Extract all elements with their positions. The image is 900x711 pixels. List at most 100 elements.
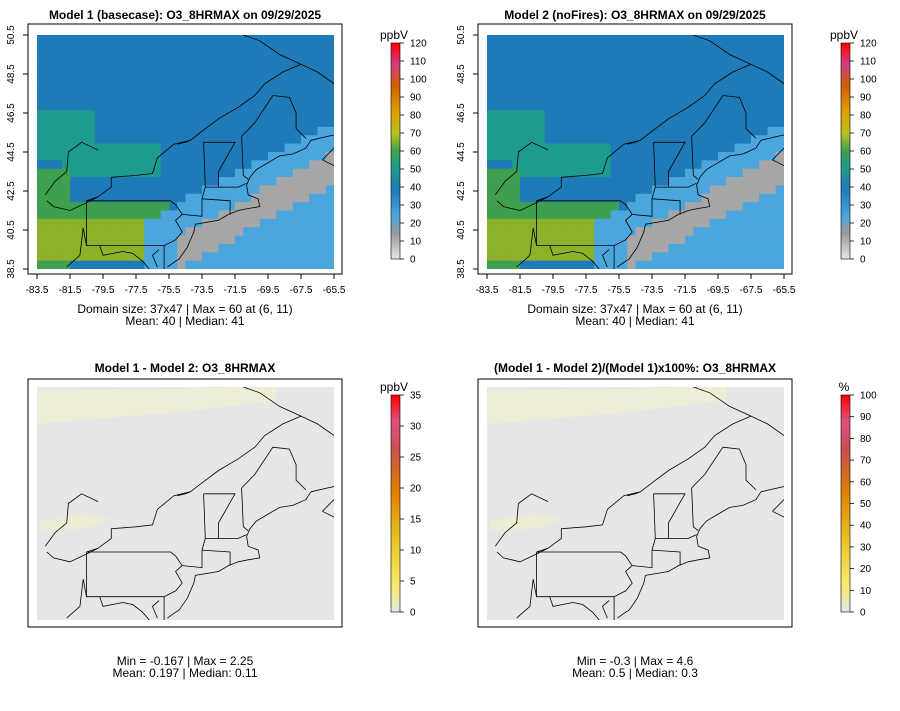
boundary-lines [44, 35, 334, 269]
colorbar-tick-label: 20 [860, 219, 872, 230]
colorbar-unit: ppbV [380, 28, 408, 42]
lon-tick-label: -71.5 [674, 285, 697, 296]
lon-tick-label: -73.5 [641, 285, 664, 296]
lon-tick-label: -67.5 [740, 285, 763, 296]
lon-tick-label: -75.5 [158, 285, 181, 296]
lon-tick-label: -69.5 [257, 285, 280, 296]
boundary-lines [494, 35, 784, 269]
colorbar-ramp [390, 42, 401, 260]
colorbar: ppbV 0 5 10 15 20 25 30 35 [380, 380, 422, 619]
lon-tick-label: -69.5 [707, 285, 730, 296]
lat-tick-label: 46.5 [456, 103, 467, 123]
lon-tick-label: -81.5 [509, 285, 532, 296]
colorbar-tick-label: 80 [860, 434, 872, 445]
colorbar-tick-label: 20 [860, 564, 872, 575]
lon-tick-label: -65.5 [323, 285, 346, 296]
axes: -83.5 -81.5 -79.5 -77.5 -75.5 -73.5 -71.5 -69.5… [456, 25, 796, 296]
colorbar-tick-label: 20 [410, 484, 422, 495]
stats-line-2: Mean: 0.5 | Median: 0.3 [572, 666, 698, 680]
colorbar: ppbV 0 10 20 30 40 50 60 70 80 90 100 110 120 [380, 28, 427, 266]
stats-line-1: Domain size: 37x47 | Max = 60 at (6, 11) [77, 302, 292, 316]
colorbar-ramp [840, 42, 851, 260]
colorbar-tick-label: 30 [410, 201, 422, 212]
lon-tick-label: -83.5 [476, 285, 499, 296]
colorbar-tick-label: 50 [860, 165, 872, 176]
colorbar-tick-label: 40 [860, 183, 872, 194]
lon-tick-label: -65.5 [773, 285, 796, 296]
colorbar-tick-label: 0 [860, 608, 866, 619]
lat-tick-label: 50.5 [456, 25, 467, 45]
colorbar-tick-label: 60 [860, 147, 872, 158]
colorbar-tick-label: 100 [860, 391, 877, 402]
lon-tick-label: -71.5 [224, 285, 247, 296]
colorbar-tick-label: 90 [860, 93, 872, 104]
panel-title: Model 1 (basecase): O3_8HRMAX on 09/29/2… [49, 8, 321, 22]
lat-tick-label: 48.5 [456, 64, 467, 84]
colorbar-unit: ppbV [830, 28, 858, 42]
colorbar-tick-label: 100 [410, 75, 427, 86]
panel-title: Model 2 (noFires): O3_8HRMAX on 09/29/20… [504, 8, 766, 22]
stats-line-2: Mean: 40 | Median: 41 [575, 314, 695, 328]
colorbar-ramp [840, 394, 851, 613]
stats-line-2: Mean: 40 | Median: 41 [125, 314, 245, 328]
stats-line-1: Min = -0.167 | Max = 2.25 [117, 654, 254, 668]
panel-2: Model 2 (noFires): O3_8HRMAX on 09/29/20… [456, 8, 877, 328]
lon-tick-label: -83.5 [26, 285, 49, 296]
shaded-field [37, 35, 334, 269]
lat-tick-label: 40.5 [456, 220, 467, 240]
shaded-field [487, 387, 784, 620]
lat-tick-label: 42.5 [6, 181, 17, 201]
lat-tick-label: 38.5 [456, 259, 467, 279]
colorbar-tick-label: 80 [410, 111, 422, 122]
lat-tick-label: 50.5 [6, 25, 17, 45]
colorbar-tick-label: 50 [860, 499, 872, 510]
colorbar-tick-label: 10 [860, 586, 872, 597]
lat-tick-label: 38.5 [6, 259, 17, 279]
stats-line-2: Mean: 0.197 | Median: 0.11 [113, 666, 258, 680]
colorbar-unit: % [839, 380, 850, 394]
lat-tick-label: 44.5 [6, 142, 17, 162]
panel-3: Model 1 - Model 2: O3_8HRMAX ppbV 0 5 10 15 20… [27, 361, 422, 680]
lat-tick-label: 40.5 [6, 220, 17, 240]
lon-tick-label: -81.5 [59, 285, 82, 296]
colorbar-tick-label: 60 [410, 147, 422, 158]
colorbar-tick-label: 70 [410, 129, 422, 140]
colorbar-tick-label: 5 [410, 577, 416, 588]
colorbar-tick-label: 10 [410, 237, 422, 248]
lon-tick-label: -67.5 [290, 285, 313, 296]
colorbar-tick-label: 15 [410, 515, 422, 526]
lat-tick-label: 44.5 [456, 142, 467, 162]
colorbar-tick-label: 70 [860, 129, 872, 140]
stats-line-1: Domain size: 37x47 | Max = 60 at (6, 11) [527, 302, 742, 316]
colorbar-tick-label: 80 [860, 111, 872, 122]
colorbar-tick-label: 120 [860, 39, 877, 50]
colorbar-tick-label: 30 [410, 422, 422, 433]
colorbar-tick-label: 90 [410, 93, 422, 104]
lon-tick-label: -73.5 [191, 285, 214, 296]
boundary-lines [494, 387, 784, 620]
lon-tick-label: -79.5 [542, 285, 565, 296]
colorbar-tick-label: 30 [860, 201, 872, 212]
stats-line-1: Min = -0.3 | Max = 4.6 [577, 654, 694, 668]
panel-title: (Model 1 - Model 2)/(Model 1)x100%: O3_8… [494, 361, 776, 375]
colorbar-tick-label: 40 [860, 521, 872, 532]
colorbar-tick-label: 120 [410, 39, 427, 50]
colorbar-tick-label: 0 [860, 255, 866, 266]
colorbar-tick-label: 35 [410, 391, 422, 402]
colorbar: % 0 10 20 30 40 50 60 70 80 90 100 [839, 380, 877, 619]
colorbar-tick-label: 10 [860, 237, 872, 248]
lon-tick-label: -79.5 [92, 285, 115, 296]
shaded-field [487, 35, 784, 269]
lat-tick-label: 42.5 [456, 181, 467, 201]
colorbar-tick-label: 20 [410, 219, 422, 230]
panel-4: (Model 1 - Model 2)/(Model 1)x100%: O3_8… [477, 361, 877, 680]
boundary-lines [44, 387, 334, 620]
lon-tick-label: -75.5 [608, 285, 631, 296]
panel-title: Model 1 - Model 2: O3_8HRMAX [95, 361, 276, 375]
colorbar-tick-label: 60 [860, 477, 872, 488]
lon-tick-label: -77.5 [575, 285, 598, 296]
colorbar-tick-label: 25 [410, 453, 422, 464]
colorbar-tick-label: 100 [860, 75, 877, 86]
lon-tick-label: -77.5 [125, 285, 148, 296]
